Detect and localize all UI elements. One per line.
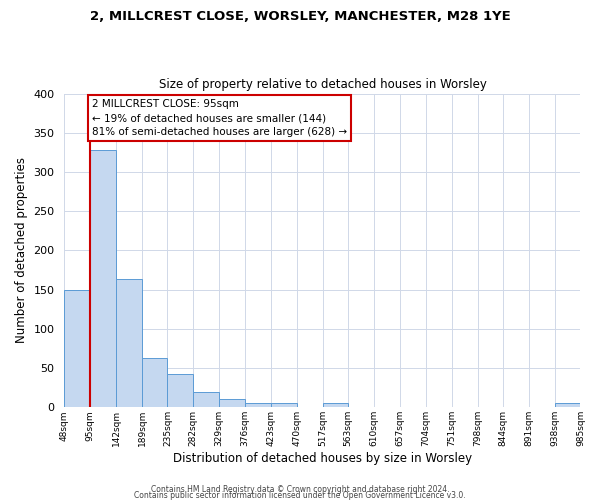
Bar [142,358,167,408]
Bar [193,392,219,407]
Bar [219,400,245,407]
Text: Contains public sector information licensed under the Open Government Licence v3: Contains public sector information licen… [134,490,466,500]
Y-axis label: Number of detached properties: Number of detached properties [15,158,28,344]
Text: 2 MILLCREST CLOSE: 95sqm
← 19% of detached houses are smaller (144)
81% of semi-: 2 MILLCREST CLOSE: 95sqm ← 19% of detach… [92,99,347,137]
Bar [554,404,580,407]
Bar [271,404,297,407]
Bar [245,404,271,407]
Text: 2, MILLCREST CLOSE, WORSLEY, MANCHESTER, M28 1YE: 2, MILLCREST CLOSE, WORSLEY, MANCHESTER,… [89,10,511,23]
Title: Size of property relative to detached houses in Worsley: Size of property relative to detached ho… [158,78,487,91]
Bar [323,404,348,407]
Bar [64,290,90,408]
Bar [90,150,116,407]
Text: Contains HM Land Registry data © Crown copyright and database right 2024.: Contains HM Land Registry data © Crown c… [151,484,449,494]
Bar [116,280,142,407]
X-axis label: Distribution of detached houses by size in Worsley: Distribution of detached houses by size … [173,452,472,465]
Bar [167,374,193,408]
